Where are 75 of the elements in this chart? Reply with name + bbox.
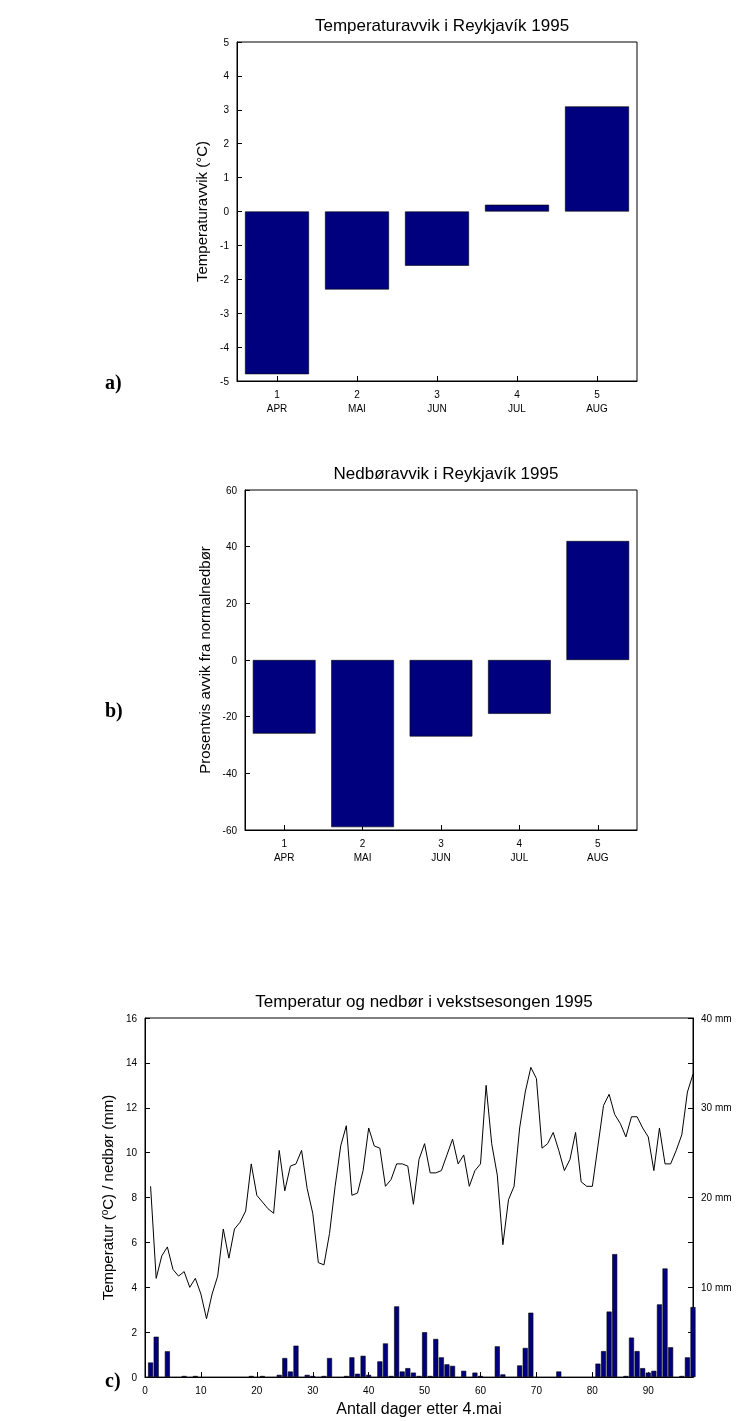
- y-tick-label: 14: [125, 1057, 138, 1069]
- chart-title: Nedbøravvik i Reykjavík 1995: [333, 464, 559, 483]
- text: b): [105, 699, 123, 722]
- text: JUN: [427, 402, 447, 414]
- x-tick-label: 80: [586, 1384, 599, 1396]
- chart-title: Temperatur og nedbør i vekstsesongen 1995: [255, 992, 593, 1011]
- y2-tick-label: 40 mm: [701, 1012, 732, 1024]
- x-tick-label: 30: [307, 1384, 319, 1396]
- text: AUG: [586, 851, 609, 863]
- x-tick-label: 3: [434, 388, 441, 400]
- y-tick-label: 2: [223, 138, 230, 150]
- y-axis-title: Prosentvis avvik fra normalnedbør: [195, 546, 213, 774]
- text: a): [105, 371, 122, 394]
- x-tick-label: 20: [251, 1384, 263, 1396]
- y-tick-label: 1: [223, 172, 230, 184]
- text: JUL: [510, 851, 529, 863]
- y-tick-label: 4: [223, 70, 230, 82]
- y-tick-label: -2: [220, 273, 230, 285]
- y2-tick-label: 30 mm: [701, 1102, 732, 1114]
- x-tick-label: 2: [359, 837, 366, 849]
- x-tick-label: 1: [274, 388, 281, 400]
- y-tick-label: -40: [222, 767, 238, 779]
- y-axis-title: Temperaturavvik (°C): [193, 140, 211, 283]
- x-tick-label: 3: [438, 837, 445, 849]
- x-tick-label: 5: [595, 837, 602, 849]
- y-axis-title: Temperatur (oC) / nedbør (mm): [98, 1094, 116, 1301]
- x-tick-label: 4: [514, 388, 521, 400]
- x-tick-label: 2: [354, 388, 361, 400]
- x-tick-label: 70: [530, 1384, 543, 1396]
- y-tick-label: -4: [220, 341, 230, 353]
- y-tick-label: 60: [225, 484, 238, 496]
- text: APR: [273, 851, 295, 863]
- x-axis-title: Antall dager etter 4.mai: [336, 1399, 502, 1417]
- y2-tick-label: 20 mm: [701, 1192, 732, 1204]
- text: MAI: [353, 851, 372, 863]
- x-tick-label: 4: [516, 837, 523, 849]
- text: c): [105, 1369, 121, 1392]
- y-tick-label: -60: [222, 824, 238, 836]
- x-tick-label: 60: [474, 1384, 487, 1396]
- y-tick-label: -5: [220, 375, 230, 387]
- bar: [405, 211, 469, 266]
- y-tick-label: 2: [131, 1326, 138, 1338]
- text: MAI: [348, 402, 366, 414]
- x-tick-label: 0: [142, 1384, 149, 1396]
- text: APR: [266, 402, 288, 414]
- x-tick-label: 50: [419, 1384, 431, 1396]
- bar: [325, 211, 389, 290]
- y-tick-label: 0: [131, 1371, 138, 1383]
- x-tick-label: 1: [281, 837, 288, 849]
- text: JUL: [508, 402, 527, 414]
- y-tick-label: 0: [231, 654, 238, 666]
- y-tick-label: -1: [220, 239, 230, 251]
- y-tick-label: 8: [131, 1192, 138, 1204]
- x-tick-label: 90: [642, 1384, 655, 1396]
- y-tick-label: -3: [220, 307, 230, 319]
- y-tick-label: -20: [222, 711, 238, 723]
- y-tick-label: 0: [223, 206, 230, 217]
- chart-title: Temperaturavvik i Reykjavík 1995: [314, 16, 570, 35]
- x-tick-label: 40: [363, 1384, 375, 1396]
- y-tick-label: 5: [223, 36, 230, 48]
- text: JUN: [431, 851, 451, 863]
- y-tick-label: 12: [125, 1102, 138, 1114]
- y-tick-label: 20: [225, 597, 238, 609]
- y-tick-label: 6: [131, 1236, 138, 1248]
- text: AUG: [586, 402, 609, 414]
- bar: [565, 106, 629, 212]
- x-tick-label: 10: [195, 1384, 207, 1396]
- y2-tick-label: 10 mm: [701, 1281, 732, 1293]
- y-tick-label: 10: [125, 1147, 138, 1159]
- bar: [485, 204, 549, 212]
- y-tick-label: 3: [223, 104, 230, 116]
- x-tick-label: 5: [594, 388, 601, 400]
- y-tick-label: 40: [225, 541, 238, 553]
- y-tick-label: 16: [125, 1012, 138, 1024]
- y-tick-label: 4: [131, 1281, 138, 1293]
